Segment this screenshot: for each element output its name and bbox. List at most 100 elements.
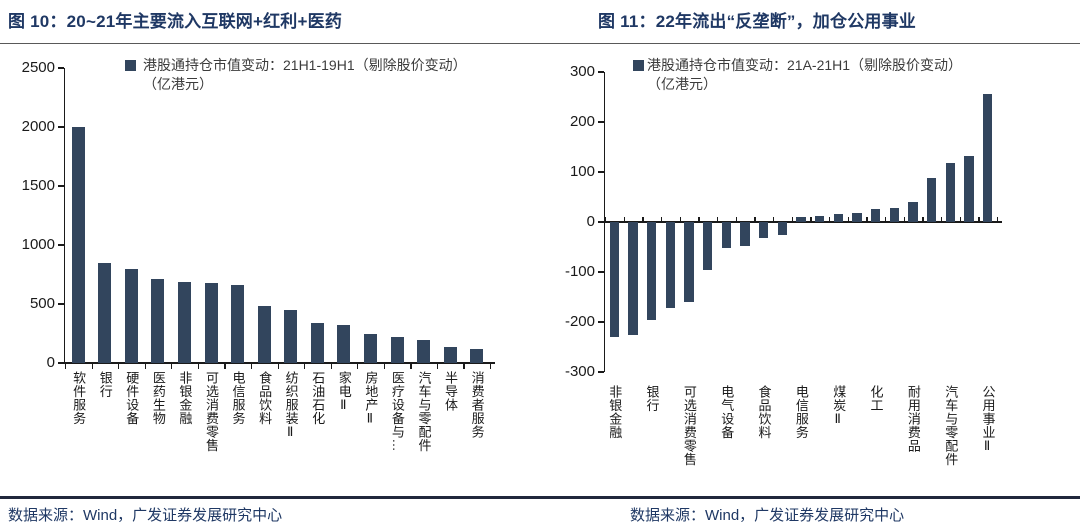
bar [151,278,165,363]
y-axis-tick [598,171,604,173]
x-axis-tick [922,217,924,222]
bar [814,216,825,222]
x-axis-label: 电信服务 [230,371,246,425]
bar [758,222,769,238]
figure-10-title: 图 10：20~21年主要流入互联网+红利+医药 [8,12,343,31]
y-axis-label: 2500 [21,59,55,76]
x-axis-tick [847,217,849,222]
footer-divider [0,496,1080,499]
y-axis-label: 0 [586,213,595,230]
x-axis-label: 电气设备 [719,385,735,439]
x-axis-tick [91,363,93,369]
x-axis-label: 医疗设备与… [389,371,405,452]
y-axis-tick [598,271,604,273]
y-axis-tick [58,126,64,128]
legend-swatch-icon [125,60,136,71]
bar [833,213,844,222]
x-axis-tick [642,217,644,222]
bar [628,222,638,335]
x-axis-label: 耐用消费品 [905,385,921,453]
x-axis-label: 半导体 [443,371,459,412]
y-axis-label: -200 [564,313,595,330]
figure-10-panel: 图 10：20~21年主要流入互联网+红利+医药 0 500 1000 1500 200… [0,0,540,496]
x-axis-label: 医药生物 [150,371,166,425]
bar [470,349,484,363]
bar [665,222,676,308]
figure-11-panel: 图 11：22年流出“反垄断”，加仓公用事业 -300 -200 -100 0 100 2… [540,0,1080,496]
x-axis-tick [661,217,663,222]
y-axis-label: 300 [569,63,595,80]
x-axis-tick [623,217,625,222]
legend-line-2: （亿港元） [647,76,717,92]
figure-10-legend: 港股通持仓市值变动：21H1-19H1（剔除股价变动） （亿港元） [125,56,467,94]
y-axis-tick [58,244,64,246]
y-axis-line [63,68,65,363]
bar [231,284,245,363]
x-axis-tick [490,363,492,369]
x-axis-tick [197,363,199,369]
bar [98,262,112,363]
bar [71,127,85,363]
x-axis-label: 纺织服装Ⅱ [283,371,299,441]
x-axis-tick [754,217,756,222]
x-axis-label: 银行 [644,385,660,412]
legend-text: 港股通持仓市值变动：21A-21H1（剔除股价变动） （亿港元） [647,56,962,94]
x-axis-label: 石油石化 [310,371,326,425]
x-axis-tick [997,217,999,222]
bar [337,325,351,363]
x-axis-line [63,362,495,364]
y-axis-tick [598,121,604,123]
bar [702,222,713,270]
bar [945,163,956,222]
bar [310,322,324,363]
y-axis-label: 200 [569,113,595,130]
x-axis-label: 汽车与零配件 [943,385,959,466]
y-axis-tick [58,185,64,187]
bar [363,333,377,363]
x-axis-label: 化工 [868,385,884,412]
x-axis-tick [829,217,831,222]
y-axis-label: 500 [29,295,55,312]
x-axis-tick [250,363,253,369]
figure-11-title: 图 11：22年流出“反垄断”，加仓公用事业 [598,12,917,31]
x-axis-tick [171,363,173,369]
bar [646,222,657,320]
x-axis-tick [717,217,719,222]
x-axis-tick [144,363,146,369]
y-axis-tick [58,67,64,69]
bar [964,155,974,222]
y-axis-label: 2000 [21,118,55,135]
x-axis-label: 食品饮料 [257,371,273,425]
bar [740,222,750,246]
header-divider [0,43,1080,44]
x-axis-tick [463,363,465,369]
y-axis-tick [598,371,604,373]
y-axis-label: -300 [564,363,595,380]
x-axis-label: 软件服务 [71,371,87,425]
x-axis-tick [224,363,226,369]
bar [284,309,298,363]
y-axis-tick [598,221,604,223]
x-axis-tick [118,363,120,369]
x-axis-tick [791,217,793,222]
x-axis-label: 公用事业Ⅱ [980,385,996,455]
bar [204,282,218,363]
figure-11-source: 数据来源：Wind，广发证券发展研究中心 [630,507,905,524]
x-axis-tick [436,363,439,369]
x-axis-tick [698,217,700,222]
x-axis-tick [978,217,980,222]
x-axis-label: 煤炭Ⅱ [831,385,847,428]
y-axis-label: 0 [46,354,55,371]
bar [443,347,457,363]
bar [417,339,431,363]
x-axis-tick [304,363,306,369]
x-axis-tick [277,363,279,369]
legend-line-1: 港股通持仓市值变动：21A-21H1（剔除股价变动） [647,57,963,73]
bar [908,201,918,222]
y-axis-tick [58,362,64,364]
figure-10-chart: 0 500 1000 1500 2000 2500 软件服务 银行 硬件设备 医药生物 非银金融 可选… [0,0,540,496]
y-axis-label: 1000 [21,236,55,253]
x-axis-tick [410,363,412,369]
legend-line-2: （亿港元） [143,76,213,92]
